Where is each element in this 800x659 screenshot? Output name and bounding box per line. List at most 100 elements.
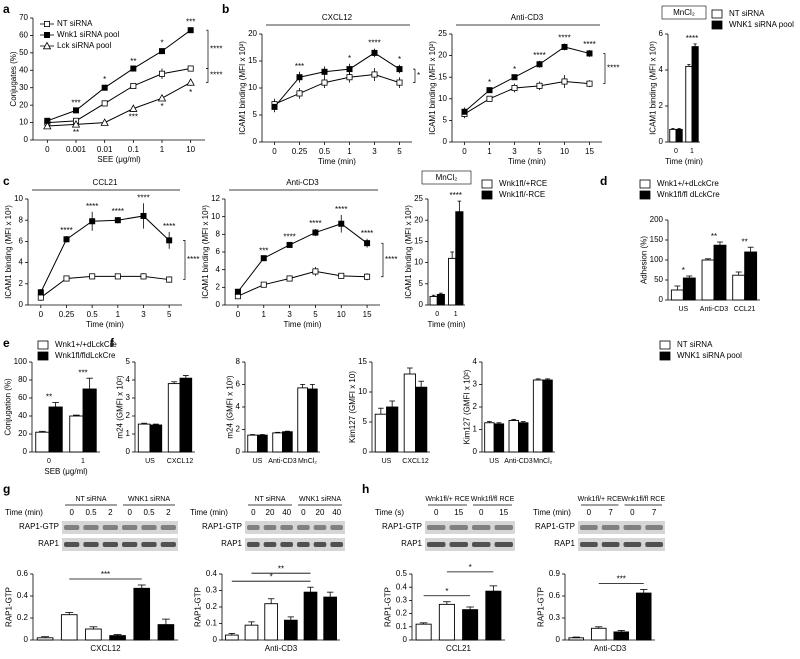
panel-letter: b (222, 2, 229, 16)
blot-time: 0 (127, 508, 132, 517)
significance: * (160, 102, 163, 111)
x-tick-label: 1 (116, 310, 121, 319)
legend-marker (44, 20, 51, 27)
y-tick-label: 5 (253, 110, 258, 119)
bar (82, 388, 97, 453)
blot-band (645, 542, 663, 547)
y-axis-label: Conjugates (%) (9, 51, 18, 106)
y-tick-label: 200 (650, 215, 664, 224)
legend-swatch (481, 179, 493, 189)
blot-row-label: RAP1-GTP (19, 522, 59, 531)
bar (60, 614, 78, 641)
y-tick-label: 20 (18, 429, 27, 438)
legend-label: NT siRNA (677, 340, 713, 349)
x-tick-label: 0.25 (292, 147, 308, 156)
x-tick-label: 5 (313, 310, 318, 319)
legend-label: Wnk1 siRNA pool (57, 30, 119, 39)
x-tick-label: CXCL12 (402, 458, 429, 465)
blot-strip (62, 521, 178, 534)
y-tick-label: 25 (414, 194, 423, 203)
blot-band (472, 525, 491, 530)
blot-row-label: RAP1 (221, 539, 242, 548)
blot-band (280, 525, 293, 530)
blot-band (122, 542, 138, 547)
point (100, 118, 109, 126)
blot-strip (425, 538, 515, 551)
bar (85, 628, 102, 641)
series-line (47, 82, 191, 127)
point (364, 273, 371, 280)
point (71, 119, 81, 128)
significance: * (160, 39, 163, 48)
y-tick-label: 0 (556, 635, 561, 644)
bar (682, 277, 696, 301)
blot-group: Wnk1fl/+ RCE (425, 496, 469, 503)
bar (167, 383, 181, 453)
y-axis-label: Adhesion (%) (639, 236, 648, 284)
y-tick-label: 0.2 (17, 613, 29, 622)
blot-time: 7 (608, 508, 613, 517)
bar (568, 637, 585, 641)
point (89, 218, 96, 225)
point (511, 85, 518, 92)
y-axis-label: ICAM1 binding (MFI x 10³) (201, 205, 210, 299)
legend-label: Lck siRNA pool (57, 41, 111, 50)
point (37, 294, 44, 301)
y-axis-label: ICAM1 binding (MFI x 10³) (4, 205, 13, 299)
bar (542, 379, 553, 453)
point (140, 212, 147, 219)
significance: * (682, 266, 685, 275)
legend-swatch (711, 9, 723, 19)
y-tick-label: 10 (358, 387, 367, 396)
bar (386, 406, 399, 453)
x-tick-label: 0.1 (128, 145, 140, 154)
blot-band (313, 525, 327, 530)
x-tick-label: 1 (81, 458, 85, 465)
point (286, 275, 293, 282)
y-tick-label: 20 (438, 51, 447, 60)
significance: ** (711, 232, 717, 241)
y-tick-label: 15 (248, 56, 257, 65)
x-tick-label: 1 (487, 147, 492, 156)
y-tick-label: 100 (650, 255, 664, 264)
legend-swatch (481, 190, 493, 200)
blot-band (160, 542, 176, 547)
bar (448, 257, 457, 306)
bar (455, 211, 464, 306)
blot-strip (62, 538, 178, 551)
title-box (661, 5, 707, 20)
bracket (603, 53, 606, 85)
point (338, 220, 345, 227)
y-tick-label: 0.1 (396, 622, 408, 631)
significance: **** (583, 40, 595, 49)
y-tick-label: 70 (19, 13, 28, 22)
y-tick-label: 2 (126, 411, 131, 420)
point (63, 275, 70, 282)
significance: **** (686, 34, 698, 43)
y-tick-label: 5 (363, 417, 368, 426)
blot-row-label: RAP1-GTP (382, 522, 422, 531)
x-tick-label: 0.01 (97, 145, 113, 154)
y-tick-label: 0.9 (549, 569, 561, 578)
y-tick-label: 6 (236, 380, 241, 389)
blot-group: Wnk1fl/fl RCE (471, 496, 515, 503)
blot-time: 0 (434, 508, 439, 517)
blot-band (141, 525, 157, 530)
y-tick-label: 0 (403, 635, 408, 644)
bracket-label: **** (187, 255, 199, 264)
point (187, 65, 194, 72)
blot-band (330, 542, 343, 547)
significance: **** (558, 34, 570, 43)
x-tick-label: 1 (347, 147, 352, 156)
x-axis-label: Time (min) (428, 320, 466, 329)
point (364, 240, 371, 247)
point (260, 281, 267, 288)
bar (282, 431, 293, 453)
bar (691, 46, 699, 143)
panel-letter: e (3, 336, 10, 350)
y-tick-label: 60 (18, 393, 27, 402)
blot-time: 7 (652, 508, 657, 517)
panel-letter: f (110, 336, 115, 350)
y-axis-label: ICAM1 binding (MFI x 10²) (428, 41, 437, 135)
bar (484, 422, 495, 453)
